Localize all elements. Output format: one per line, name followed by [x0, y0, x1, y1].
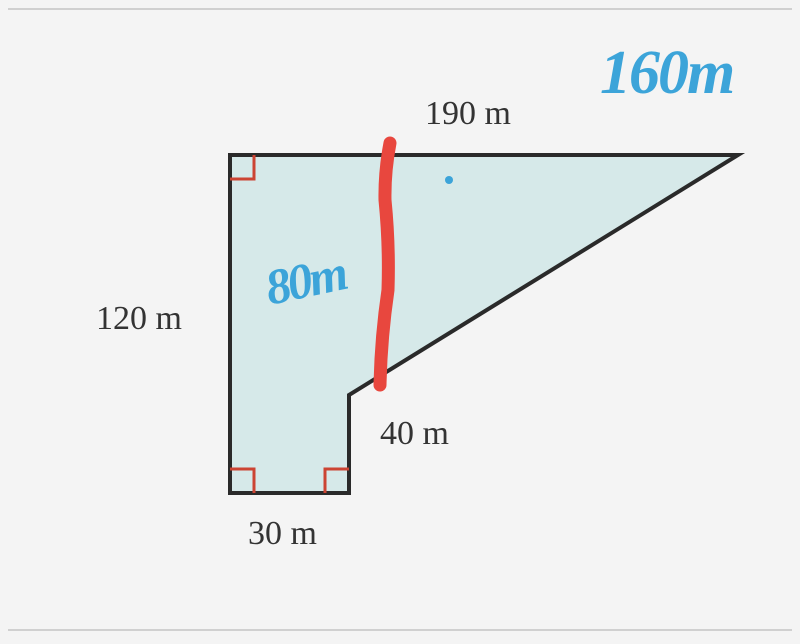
- composite-polygon: [230, 155, 738, 493]
- geometry-diagram: 190 m 120 m 40 m 30 m 160m 80m: [0, 0, 800, 639]
- blue-dot-annotation: [445, 176, 453, 184]
- label-left: 120 m: [96, 300, 182, 338]
- label-top: 190 m: [425, 95, 511, 133]
- label-right: 40 m: [380, 415, 449, 453]
- handwritten-160m: 160m: [600, 38, 733, 109]
- label-bottom: 30 m: [248, 515, 317, 553]
